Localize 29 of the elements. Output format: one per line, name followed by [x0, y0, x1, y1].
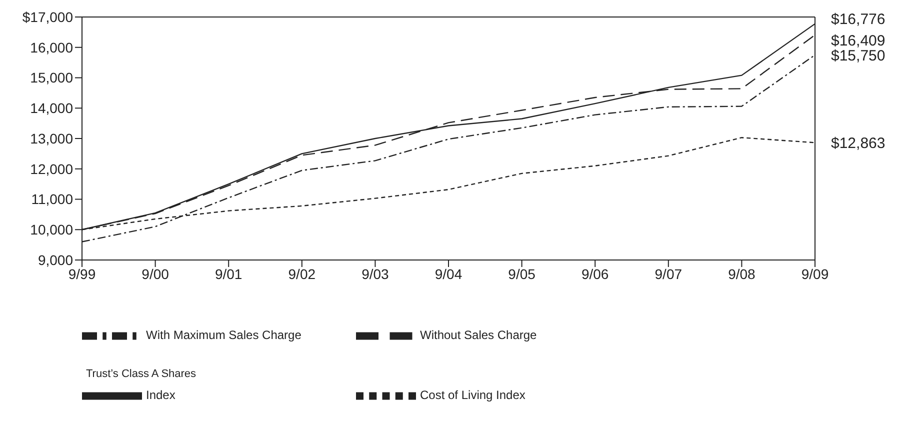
- x-tick-label: 9/99: [68, 266, 96, 282]
- x-tick-label: 9/00: [142, 266, 170, 282]
- legend-title: Trust’s Class A Shares: [86, 368, 196, 380]
- y-tick-label: 9,000: [38, 252, 74, 268]
- y-tick-label: 10,000: [30, 222, 74, 238]
- legend-label: Cost of Living Index: [420, 387, 526, 404]
- x-tick-label: 9/07: [654, 266, 682, 282]
- legend-label: Index: [146, 387, 176, 404]
- annotation: $16,776: [831, 11, 886, 28]
- y-tick-label: 15,000: [30, 70, 74, 86]
- y-tick-label: 11,000: [31, 191, 74, 208]
- annotation: $15,750: [831, 47, 886, 64]
- x-tick-label: 9/03: [362, 266, 390, 282]
- y-tick-label: 13,000: [30, 130, 74, 146]
- x-tick-label: 9/05: [508, 266, 536, 282]
- legend-label: Without Sales Charge: [420, 327, 538, 344]
- x-tick-label: 9/08: [728, 266, 756, 282]
- legend-label: With Maximum Sales Charge: [146, 327, 302, 344]
- x-tick-label: 9/01: [214, 266, 242, 282]
- y-tick-label: $17,000: [22, 8, 74, 25]
- x-tick-label: 9/02: [288, 266, 316, 282]
- x-tick-label: 9/06: [581, 266, 609, 282]
- y-tick-label: 16,000: [30, 39, 74, 56]
- x-tick-label: 9/04: [434, 266, 462, 282]
- y-tick-label: 12,000: [30, 160, 74, 177]
- annotation: $12,863: [831, 134, 886, 152]
- x-tick-label: 9/09: [801, 266, 829, 282]
- annotation: $16,409: [831, 32, 886, 50]
- y-tick-label: 14,000: [30, 100, 74, 116]
